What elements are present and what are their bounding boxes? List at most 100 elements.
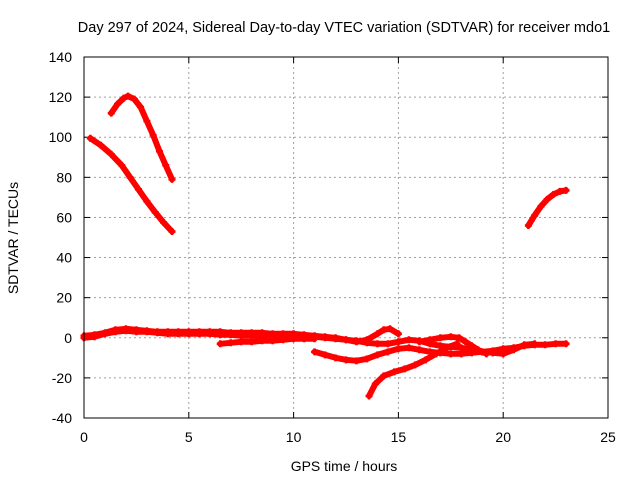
data-point bbox=[468, 349, 476, 357]
series-arc-peak bbox=[107, 92, 176, 183]
tick-marks bbox=[83, 56, 609, 419]
data-point bbox=[107, 109, 115, 117]
data-point bbox=[174, 330, 182, 338]
data-point bbox=[160, 218, 168, 226]
data-point bbox=[143, 117, 151, 125]
data-point bbox=[279, 336, 287, 344]
data-point bbox=[206, 330, 214, 338]
data-point bbox=[300, 335, 308, 343]
plot-frame bbox=[83, 56, 609, 419]
data-point bbox=[155, 147, 163, 155]
data-point bbox=[311, 335, 319, 343]
data-point bbox=[415, 338, 423, 346]
data-point bbox=[97, 141, 105, 149]
data-point bbox=[363, 339, 371, 347]
data-point bbox=[122, 327, 130, 335]
data-point bbox=[422, 356, 430, 364]
data-point bbox=[120, 94, 128, 102]
data-point bbox=[499, 350, 507, 358]
data-point bbox=[531, 211, 539, 219]
data-point bbox=[531, 340, 539, 348]
series-arc-descending-high bbox=[86, 134, 176, 235]
data-point bbox=[457, 344, 465, 352]
x-tick-label: 15 bbox=[391, 429, 407, 445]
data-point bbox=[373, 330, 381, 338]
data-point bbox=[384, 348, 392, 356]
data-point bbox=[405, 344, 413, 352]
data-point bbox=[114, 100, 122, 108]
data-point bbox=[373, 351, 381, 359]
data-point bbox=[390, 368, 398, 376]
data-point bbox=[124, 92, 132, 100]
series-baseline-e bbox=[415, 333, 490, 358]
x-tick-label: 20 bbox=[495, 429, 511, 445]
series-line bbox=[525, 187, 570, 229]
data-point bbox=[543, 195, 551, 203]
data-point bbox=[332, 354, 340, 362]
y-tick-label: 140 bbox=[49, 49, 73, 65]
data-point bbox=[168, 175, 176, 183]
y-tick-label: 120 bbox=[49, 89, 73, 105]
data-point bbox=[227, 339, 235, 347]
data-point bbox=[550, 190, 558, 198]
data-point bbox=[321, 334, 329, 342]
data-point bbox=[468, 342, 476, 350]
data-point bbox=[130, 95, 138, 103]
data-point bbox=[164, 330, 172, 338]
data-point bbox=[562, 186, 570, 194]
data-point bbox=[401, 365, 409, 373]
data-point bbox=[216, 331, 224, 339]
x-axis-label: GPS time / hours bbox=[291, 458, 398, 474]
data-point bbox=[474, 346, 482, 354]
data-point bbox=[269, 337, 277, 345]
data-point bbox=[132, 328, 140, 336]
data-point bbox=[143, 197, 151, 205]
data-point bbox=[290, 335, 298, 343]
x-tick-label: 0 bbox=[80, 429, 88, 445]
data-point bbox=[101, 330, 109, 338]
data-point bbox=[482, 350, 490, 358]
data-point bbox=[162, 161, 170, 169]
series-arc-rising-late bbox=[524, 186, 570, 229]
data-point bbox=[342, 356, 350, 364]
data-point bbox=[461, 338, 469, 346]
grid-lines bbox=[84, 57, 608, 418]
data-point bbox=[436, 334, 444, 342]
series-line bbox=[87, 135, 175, 235]
x-tick-label: 25 bbox=[600, 429, 616, 445]
y-tick-label: 60 bbox=[56, 209, 72, 225]
data-point bbox=[237, 332, 245, 340]
data-point bbox=[537, 202, 545, 210]
data-point bbox=[457, 350, 465, 358]
data-point bbox=[237, 338, 245, 346]
data-point bbox=[90, 333, 98, 341]
data-point bbox=[258, 337, 266, 345]
series-line bbox=[217, 335, 318, 347]
y-axis-label: SDTVAR / TECUs bbox=[5, 182, 21, 294]
data-point bbox=[405, 336, 413, 344]
y-tick-label: 80 bbox=[56, 169, 72, 185]
data-point bbox=[415, 346, 423, 354]
data-point bbox=[510, 346, 518, 354]
data-point bbox=[134, 185, 142, 193]
data-point bbox=[447, 343, 455, 351]
data-point bbox=[520, 341, 528, 349]
data-point bbox=[524, 221, 532, 229]
data-point bbox=[227, 331, 235, 339]
y-tick-label: 100 bbox=[49, 129, 73, 145]
data-point bbox=[384, 340, 392, 348]
data-point bbox=[455, 334, 463, 342]
data-point bbox=[248, 332, 256, 340]
y-tick-label: -40 bbox=[52, 410, 72, 426]
data-point bbox=[248, 338, 256, 346]
data-point bbox=[342, 336, 350, 344]
series-baseline-c bbox=[216, 335, 319, 348]
data-point bbox=[394, 338, 402, 346]
data-point bbox=[373, 340, 381, 348]
data-point bbox=[556, 187, 564, 195]
data-point bbox=[321, 351, 329, 359]
y-tick-label: 0 bbox=[64, 330, 72, 346]
y-tick-label: 40 bbox=[56, 250, 72, 266]
data-point bbox=[332, 335, 340, 343]
